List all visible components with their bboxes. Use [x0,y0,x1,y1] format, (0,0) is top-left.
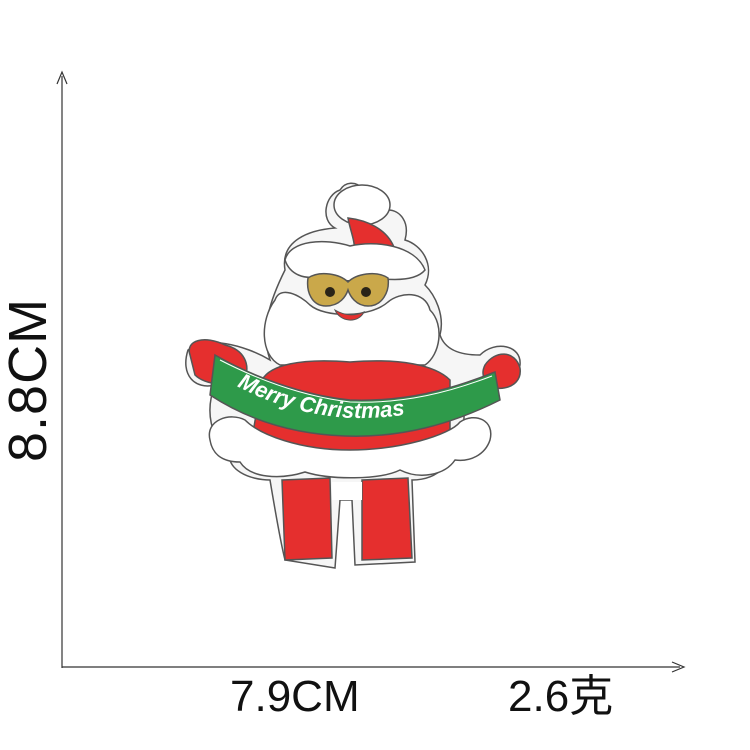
left-boot-icon [281,477,333,561]
coat-trim [208,416,492,479]
right-boot-icon [361,477,413,561]
sunglasses-icon [306,272,390,307]
leg-gap [332,482,362,500]
santa-embroidered-patch: Merry Christmas [185,182,521,569]
mouth [333,308,366,321]
hat-pompom [333,184,391,226]
height-dimension-label: 8.8CM [0,297,58,463]
width-dimension-label: 7.9CM [230,672,360,721]
santa-beard [263,291,440,366]
weight-label: 2.6克 [508,672,614,721]
